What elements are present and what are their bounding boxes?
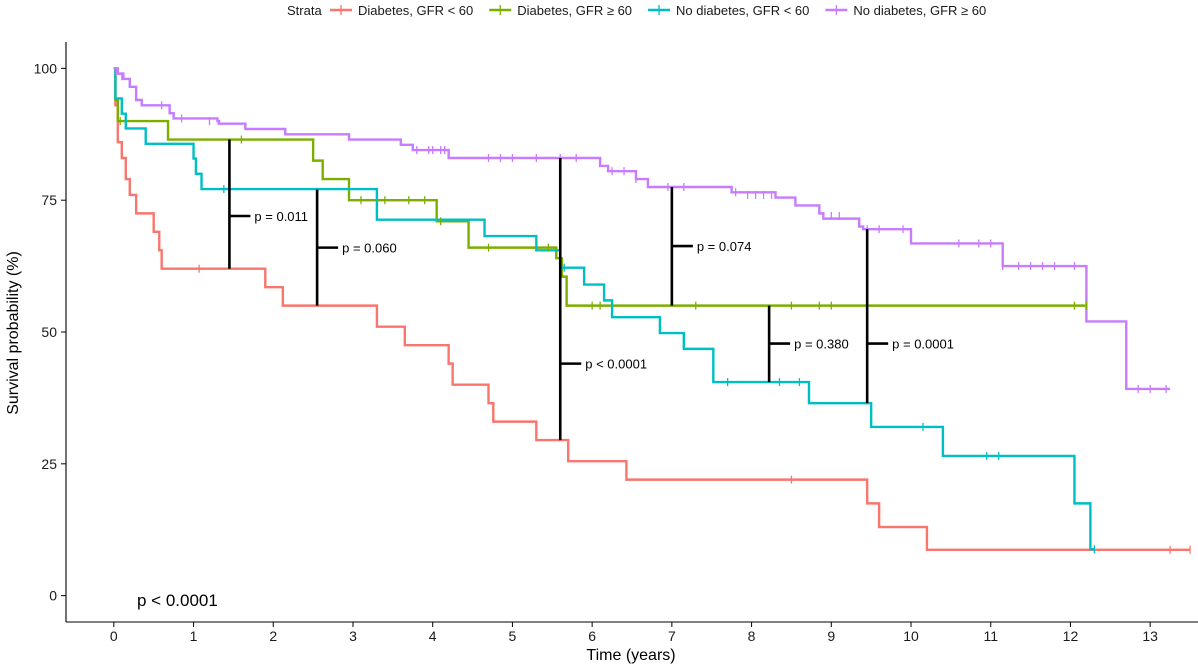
x-tick-label: 11	[983, 628, 998, 644]
x-tick-label: 10	[903, 628, 919, 644]
pairwise-annotations: p = 0.011 p = 0.060 p < 0.0001 p = 0.074 p =…	[228, 139, 954, 441]
y-tick-label: 50	[41, 324, 57, 340]
x-tick-label: 9	[827, 628, 835, 644]
overall-p-value: p < 0.0001	[137, 591, 218, 610]
x-tick-label: 4	[429, 628, 437, 644]
x-tick-label: 6	[588, 628, 596, 644]
annotation-label: p = 0.0001	[892, 337, 954, 352]
x-tick-label: 5	[509, 628, 517, 644]
survival-curves	[113, 67, 1191, 551]
x-axis-title: Time (years)	[586, 647, 675, 664]
x-tick-label: 13	[1142, 628, 1158, 644]
legend-label-1: Diabetes, GFR ≥ 60	[517, 3, 632, 18]
x-tick-label: 3	[349, 628, 357, 644]
censor-marks	[115, 67, 1191, 554]
series-line-1	[113, 67, 1087, 307]
series-line-3	[113, 67, 1171, 391]
legend: Strata Diabetes, GFR < 60 Diabetes, GFR ≥…	[287, 3, 986, 18]
y-tick-label: 25	[41, 456, 57, 472]
y-tick-label: 0	[49, 588, 57, 604]
legend-label-0: Diabetes, GFR < 60	[358, 3, 473, 18]
legend-label-3: No diabetes, GFR ≥ 60	[853, 3, 986, 18]
legend-label-2: No diabetes, GFR < 60	[676, 3, 809, 18]
series-line-2	[113, 67, 1095, 551]
x-tick-label: 12	[1063, 628, 1079, 644]
annotation-label: p < 0.0001	[585, 357, 647, 372]
annotation-label: p = 0.011	[254, 209, 308, 224]
x-tick-label: 7	[668, 628, 676, 644]
y-tick-label: 100	[34, 60, 58, 76]
annotation-label: p = 0.380	[794, 337, 849, 352]
x-tick-label: 1	[190, 628, 198, 644]
x-tick-label: 2	[269, 628, 277, 644]
annotation-label: p = 0.074	[697, 239, 752, 254]
x-tick-label: 8	[748, 628, 756, 644]
y-tick-label: 75	[41, 192, 57, 208]
y-axis-title: Survival probability (%)	[5, 251, 22, 415]
series-line-0	[113, 67, 1191, 551]
annotation-label: p = 0.060	[342, 241, 397, 256]
legend-title: Strata	[287, 3, 322, 18]
x-tick-label: 0	[110, 628, 118, 644]
